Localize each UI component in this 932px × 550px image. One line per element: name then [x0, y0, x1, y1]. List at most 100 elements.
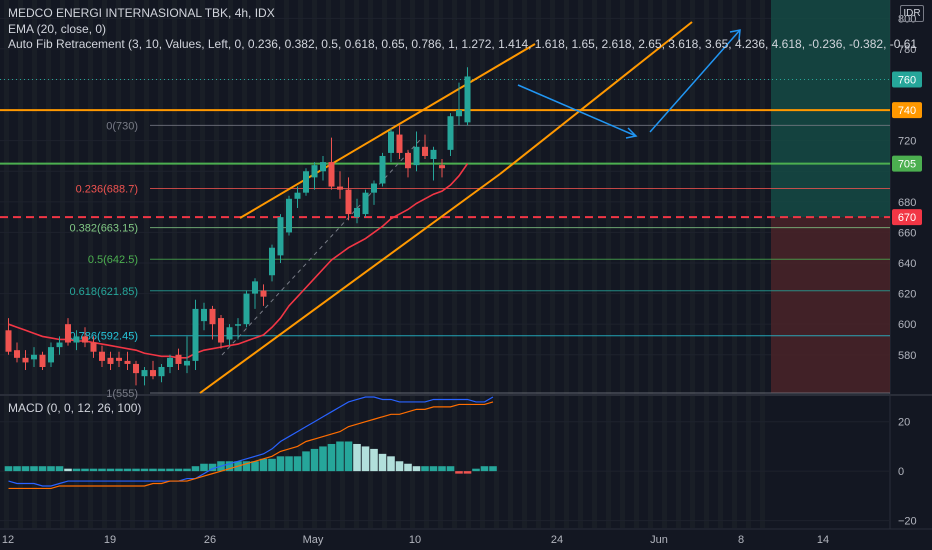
horizontal-lines[interactable]: 740 705 670 760: [0, 71, 922, 226]
session-stripe: [256, 0, 261, 528]
candle: [337, 171, 343, 199]
macd-histogram-bar: [370, 448, 378, 472]
session-stripe: [676, 0, 681, 528]
candle: [243, 290, 250, 328]
macd-histogram-bar: [115, 468, 123, 472]
candle: [294, 186, 301, 208]
fib-level-label: 0.236(688.7): [76, 184, 138, 196]
candle: [439, 159, 445, 178]
candle-body: [192, 308, 199, 361]
session-stripe: [214, 0, 219, 528]
price-tag-stop: 670: [898, 212, 916, 224]
macd-histogram-bar: [344, 441, 353, 472]
candle-body: [90, 342, 97, 352]
candle-body: [209, 308, 216, 325]
macd-tick-label: −20: [898, 516, 917, 528]
price-tick-label: 620: [898, 289, 916, 301]
macd-histogram-bar: [225, 461, 234, 472]
macd-histogram-bar: [149, 468, 157, 472]
session-stripe: [662, 0, 667, 528]
candle-body: [141, 370, 148, 377]
candle: [209, 305, 216, 340]
session-stripe: [522, 0, 527, 528]
macd-histogram-bar: [395, 461, 404, 472]
candle-body: [252, 281, 258, 294]
fib-legend: Auto Fib Retracement (3, 10, Values, Lef…: [8, 37, 918, 51]
macd-histogram-bar: [336, 441, 344, 472]
session-stripe: [382, 0, 387, 528]
price-tag-bg: [892, 209, 922, 226]
candle-body: [328, 162, 335, 187]
session-stripe: [564, 0, 569, 528]
candle-body: [82, 336, 88, 343]
price-tag-bg: [892, 71, 922, 88]
candle: [286, 195, 292, 236]
candle-body: [116, 357, 122, 361]
candle-body: [124, 360, 131, 364]
trend-drawings[interactable]: [199, 21, 741, 394]
candle-body: [201, 308, 207, 322]
candle: [277, 214, 284, 264]
session-stripe: [606, 0, 611, 528]
session-stripe: [130, 0, 135, 528]
price-tick-label: 720: [898, 136, 916, 148]
candle-body: [158, 367, 165, 377]
candle: [320, 155, 326, 181]
session-stripe: [578, 0, 583, 528]
currency-badge[interactable]: IDR: [900, 5, 924, 22]
fib-retracement[interactable]: 0(730) 0.236(688.7) 0.382(663.15) 0.5(642.5…: [70, 120, 891, 400]
macd-histogram-bar: [242, 461, 251, 472]
candle-body: [371, 183, 377, 193]
macd-histogram-bar: [174, 468, 183, 472]
channel-upper: [239, 43, 536, 219]
fib-level-label: 0(730): [106, 120, 138, 132]
candle-body: [243, 293, 250, 325]
macd-histogram-bar: [387, 456, 395, 472]
candle-body: [218, 318, 224, 343]
candle: [90, 336, 97, 358]
session-stripe: [508, 0, 513, 528]
session-stripe: [634, 0, 639, 528]
candle: [39, 351, 46, 371]
session-stripe: [18, 0, 23, 528]
candle-body: [337, 186, 343, 190]
candle: [107, 351, 114, 371]
candle: [371, 180, 377, 205]
candle-body: [354, 207, 360, 218]
fib-level-label: 0.5(642.5): [88, 254, 138, 266]
macd-histogram-bar: [21, 466, 30, 472]
price-tick-label: 780: [898, 44, 916, 56]
candle-body: [260, 290, 267, 297]
session-stripe: [158, 0, 163, 528]
candle-body: [184, 360, 190, 366]
session-stripe: [116, 0, 121, 528]
price-tick-label: 680: [898, 197, 916, 209]
background-layer: [0, 0, 932, 530]
candle: [252, 278, 258, 309]
session-stripe: [648, 0, 653, 528]
candle: [430, 146, 437, 181]
candle: [116, 351, 122, 368]
ema-legend: EMA (20, close, 0): [8, 22, 107, 36]
candle-body: [14, 350, 20, 358]
macd-histogram-bar: [132, 468, 140, 472]
session-stripe: [732, 0, 737, 528]
session-stripe: [424, 0, 429, 528]
macd-histogram-bar: [72, 468, 81, 472]
candle: [303, 168, 309, 196]
session-stripe: [494, 0, 499, 528]
macd-histogram-bar: [293, 456, 302, 472]
candle-body: [379, 155, 386, 184]
time-tick-label: 8: [738, 534, 744, 546]
session-stripe: [746, 0, 751, 528]
profit-zone: [771, 0, 890, 218]
loss-zone: [771, 217, 890, 393]
macd-line: [8, 396, 494, 487]
candle-body: [464, 76, 471, 123]
macd-histogram-bar: [89, 468, 98, 472]
macd-pane: [0, 396, 890, 522]
macd-histogram-bar: [30, 466, 38, 472]
candle-body: [56, 342, 63, 348]
session-stripe: [242, 0, 247, 528]
